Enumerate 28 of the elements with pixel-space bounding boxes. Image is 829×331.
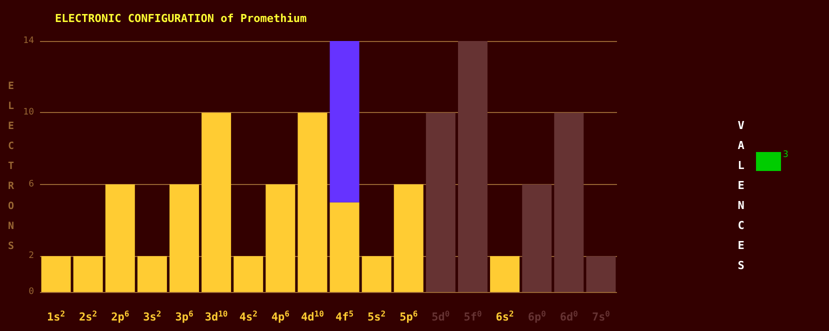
bar [105, 184, 135, 292]
y-tick-label: 6 [28, 179, 34, 190]
y-tick-label: 10 [23, 108, 34, 118]
y-tick-label: 0 [28, 287, 34, 297]
y-tick-label: 2 [28, 251, 34, 262]
bar [458, 41, 488, 292]
bar [41, 256, 71, 292]
text: 3 [783, 150, 788, 160]
bar [170, 184, 199, 292]
bar [522, 184, 552, 292]
y-tick-label: 14 [23, 36, 34, 46]
chart-title: ELECTRONIC CONFIGURATION of Promethium [55, 12, 308, 25]
bar [330, 41, 360, 202]
bar [330, 202, 360, 292]
bar [394, 184, 424, 292]
bar [362, 256, 392, 292]
text: ELECTRONS [8, 81, 14, 252]
bar [298, 112, 328, 292]
bar [586, 256, 616, 292]
bar [234, 256, 264, 292]
bar [266, 184, 296, 292]
bar [426, 112, 456, 292]
bar [137, 256, 167, 292]
bar [554, 112, 584, 292]
bar [490, 256, 520, 292]
bar [202, 112, 232, 292]
bar [73, 256, 103, 292]
text: VALENCES [736, 118, 746, 274]
